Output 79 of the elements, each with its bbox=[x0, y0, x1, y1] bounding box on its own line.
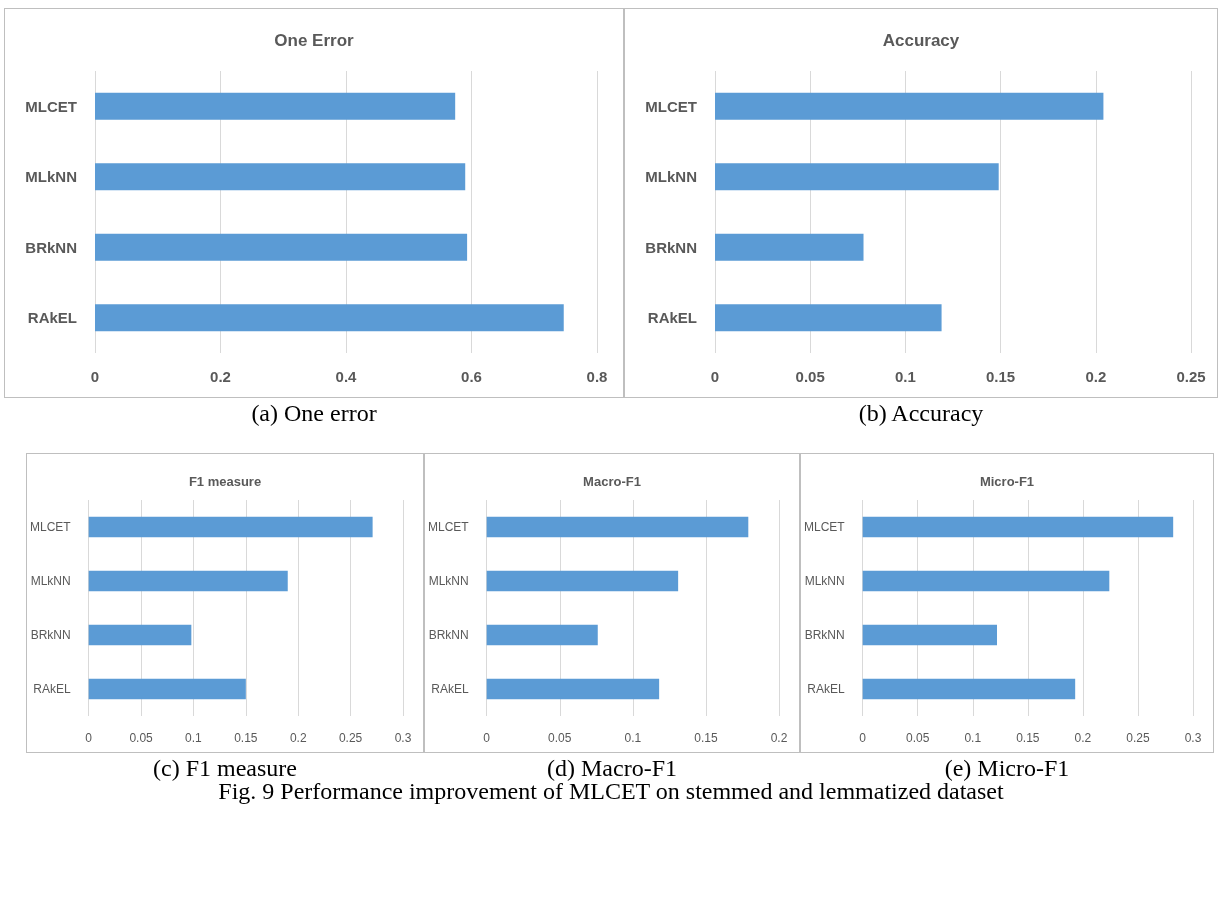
y-tick-label: MLCET bbox=[25, 97, 77, 115]
x-tick-label: 0 bbox=[710, 368, 720, 385]
bar bbox=[862, 516, 1174, 538]
x-tick-label: 0.1 bbox=[185, 731, 203, 745]
x-tick-label: 0.6 bbox=[461, 368, 482, 385]
y-tick-label: MLCET bbox=[30, 520, 72, 534]
y-tick-label: RAkEL bbox=[647, 309, 697, 327]
x-tick-label: 0.8 bbox=[586, 368, 608, 385]
bar bbox=[95, 92, 456, 120]
y-tick-label: RAkEL bbox=[27, 309, 77, 327]
text: (c) F1 measure bbox=[153, 755, 297, 782]
x-tick-label: 0.15 bbox=[1016, 731, 1040, 745]
bar bbox=[95, 304, 564, 332]
x-tick-label: 0.3 bbox=[1184, 731, 1202, 745]
x-tick-label: 0.05 bbox=[129, 731, 154, 745]
y-tick-label: BRkNN bbox=[645, 238, 697, 256]
x-tick-label: 0.2 bbox=[770, 731, 788, 745]
bar bbox=[486, 570, 679, 592]
chart-title: F1 measure bbox=[188, 474, 262, 489]
y-tick-label: BRkNN bbox=[804, 628, 845, 642]
y-tick-label: MLCET bbox=[428, 520, 470, 534]
bar bbox=[88, 624, 192, 646]
x-tick-label: 0.05 bbox=[795, 368, 825, 385]
x-tick-label: 0 bbox=[85, 731, 93, 745]
bar bbox=[862, 624, 997, 646]
x-tick-label: 0.05 bbox=[906, 731, 930, 745]
y-tick-label: MLCET bbox=[804, 520, 846, 534]
y-tick-label: MLkNN bbox=[645, 168, 697, 186]
y-tick-label: MLkNN bbox=[30, 574, 71, 588]
x-tick-label: 0.2 bbox=[1085, 368, 1107, 385]
x-tick-label: 0.2 bbox=[210, 368, 231, 385]
x-tick-label: 0.2 bbox=[1074, 731, 1092, 745]
text: (e) Micro-F1 bbox=[944, 755, 1070, 782]
chart-title: One Error bbox=[274, 31, 355, 50]
bar bbox=[862, 678, 1076, 700]
y-tick-label: BRkNN bbox=[428, 628, 469, 642]
x-tick-label: 0 bbox=[483, 731, 491, 745]
x-tick-label: 0.15 bbox=[986, 368, 1016, 385]
bar bbox=[715, 304, 942, 332]
chart-title: Micro-F1 bbox=[979, 474, 1035, 489]
chart-title: Accuracy bbox=[882, 31, 960, 50]
text: (a) One error bbox=[251, 400, 377, 427]
bar bbox=[486, 624, 598, 646]
x-tick-label: 0.1 bbox=[894, 368, 916, 385]
x-tick-label: 0.1 bbox=[964, 731, 982, 745]
bar bbox=[715, 92, 1104, 120]
y-tick-label: MLkNN bbox=[25, 168, 77, 186]
chart-title: Macro-F1 bbox=[583, 474, 641, 489]
text: (b) Accuracy bbox=[858, 400, 984, 427]
x-tick-label: 0.15 bbox=[694, 731, 718, 745]
y-tick-label: BRkNN bbox=[25, 238, 77, 256]
x-tick-label: 0 bbox=[859, 731, 867, 745]
y-tick-label: MLkNN bbox=[804, 574, 845, 588]
x-tick-label: 0.05 bbox=[548, 731, 572, 745]
x-tick-label: 0.15 bbox=[234, 731, 258, 745]
bar bbox=[715, 233, 864, 261]
x-tick-label: 0.25 bbox=[1126, 731, 1150, 745]
bar bbox=[715, 163, 999, 191]
bar bbox=[862, 570, 1110, 592]
y-tick-label: MLkNN bbox=[428, 574, 469, 588]
bar bbox=[95, 233, 468, 261]
x-tick-label: 0 bbox=[90, 368, 100, 385]
x-tick-label: 0.1 bbox=[624, 731, 642, 745]
y-tick-label: MLCET bbox=[645, 97, 697, 115]
y-tick-label: RAkEL bbox=[807, 682, 845, 696]
bar bbox=[88, 678, 246, 700]
bar bbox=[88, 516, 373, 538]
bar bbox=[486, 516, 749, 538]
bar bbox=[95, 163, 466, 191]
y-tick-label: BRkNN bbox=[30, 628, 71, 642]
x-tick-label: 0.25 bbox=[338, 731, 363, 745]
bar bbox=[486, 678, 660, 700]
x-tick-label: 0.4 bbox=[335, 368, 358, 385]
x-tick-label: 0.2 bbox=[289, 731, 307, 745]
bar bbox=[88, 570, 288, 592]
x-tick-label: 0.25 bbox=[1176, 368, 1206, 385]
y-tick-label: RAkEL bbox=[431, 682, 469, 696]
x-tick-label: 0.3 bbox=[394, 731, 412, 745]
y-tick-label: RAkEL bbox=[33, 682, 71, 696]
